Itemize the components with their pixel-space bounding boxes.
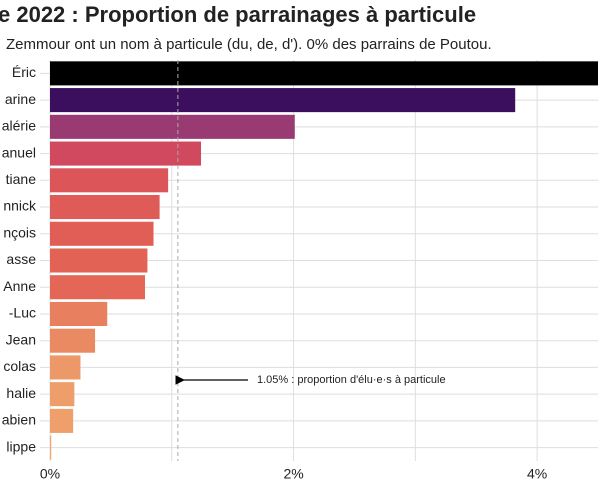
x-tick-label: 0% <box>40 466 60 482</box>
y-tick-label: lippe <box>6 438 36 454</box>
y-tick-label: Éric <box>12 64 36 80</box>
annotation: 1.05% : proportion d'élu·e·s à particule <box>257 374 446 386</box>
x-tick-label: 2% <box>283 466 303 482</box>
y-tick-label: abien <box>2 412 36 428</box>
y-tick-label: halie <box>6 385 36 401</box>
bar <box>50 435 52 460</box>
y-tick-label: alérie <box>2 118 36 134</box>
chart-subtitle: Zemmour ont un nom à particule (du, de, … <box>6 36 492 53</box>
bar <box>50 408 74 433</box>
chart-title: e 2022 : Proportion de parrainages à par… <box>0 2 476 27</box>
bar <box>50 168 169 193</box>
bar <box>50 195 160 220</box>
bar <box>50 355 81 380</box>
y-tick-label: -Luc <box>9 305 36 321</box>
bar <box>50 88 516 113</box>
y-tick-label: nçois <box>3 224 36 240</box>
x-tick-label: 4% <box>527 466 547 482</box>
bar <box>50 221 154 246</box>
bar <box>50 114 295 139</box>
y-tick-label: arine <box>5 91 36 107</box>
bar <box>50 301 108 326</box>
y-tick-label: anuel <box>2 144 36 160</box>
y-tick-label: nnick <box>3 198 37 214</box>
y-tick-label: asse <box>6 251 36 267</box>
bar <box>50 328 96 353</box>
bar <box>50 382 75 407</box>
y-tick-label: tiane <box>6 171 37 187</box>
y-tick-label: Jean <box>6 331 36 347</box>
y-tick-label: colas <box>3 358 36 374</box>
bar <box>50 275 145 300</box>
y-tick-label: Anne <box>3 278 36 294</box>
bar <box>50 61 598 86</box>
bar <box>50 248 148 273</box>
bar <box>50 141 202 166</box>
